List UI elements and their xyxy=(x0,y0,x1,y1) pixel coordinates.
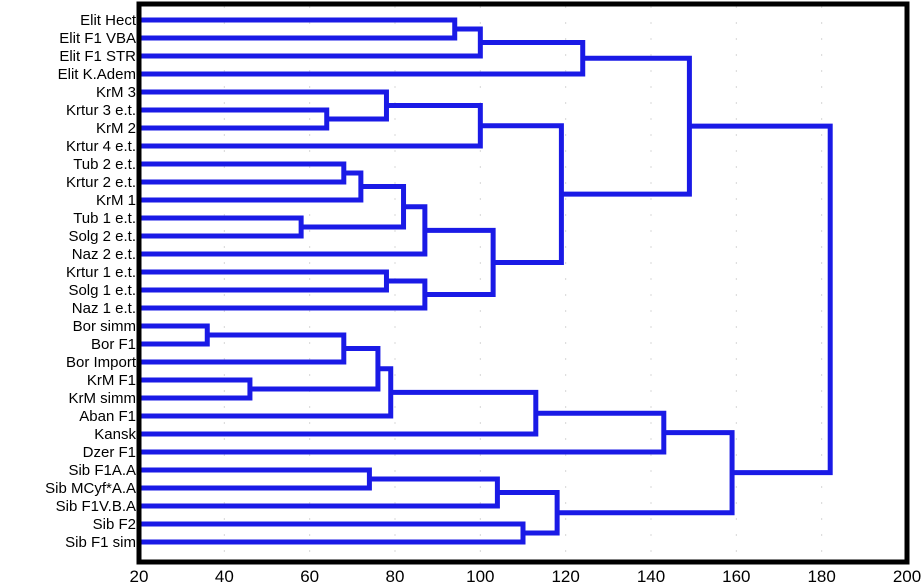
x-tick-label: 140 xyxy=(637,567,665,584)
leaf-label: Sib MCyf*A.A xyxy=(45,480,136,497)
x-tick-label: 200 xyxy=(893,567,921,584)
cluster-link xyxy=(139,107,330,131)
plot-frame xyxy=(136,1,910,565)
x-tick-label: 160 xyxy=(722,567,750,584)
leaf-label: Elit Hect xyxy=(80,12,137,29)
cluster-link xyxy=(689,123,833,476)
cluster-link xyxy=(139,161,347,185)
x-axis-ticks: 20 40 60 80 100 120 140 160 180 200 xyxy=(130,567,921,584)
cluster-link xyxy=(497,490,560,536)
cluster-link xyxy=(301,184,407,230)
leaf-label: Dzer F1 xyxy=(83,444,136,461)
leaf-label: Aban F1 xyxy=(79,408,136,425)
x-tick-label: 40 xyxy=(215,567,234,584)
cluster-link xyxy=(139,103,483,149)
cluster-link xyxy=(139,170,364,203)
leaf-label: Krtur 1 e.t. xyxy=(66,264,136,281)
leaf-label: Krtur 4 e.t. xyxy=(66,138,136,155)
x-tick-label: 80 xyxy=(386,567,405,584)
cluster-link xyxy=(557,430,735,516)
cluster-link xyxy=(139,204,428,257)
leaf-label: KrM F1 xyxy=(87,372,136,389)
cluster-link xyxy=(139,26,483,59)
leaf-label: Krtur 2 e.t. xyxy=(66,174,136,191)
leaf-label: Solg 1 e.t. xyxy=(68,282,136,299)
leaf-label: Elit F1 STR xyxy=(59,48,136,65)
leaf-label: Sib F1V.B.A xyxy=(56,498,136,515)
leaf-label: Elit F1 VBA xyxy=(59,30,136,47)
leaf-label: Sib F1A.A xyxy=(68,462,136,479)
cluster-link xyxy=(139,40,586,77)
leaf-label: Kansk xyxy=(94,426,136,443)
cluster-link xyxy=(139,278,428,311)
leaf-label: Tub 1 e.t. xyxy=(73,210,136,227)
cluster-link xyxy=(139,323,210,347)
x-tick-label: 120 xyxy=(551,567,579,584)
cluster-link xyxy=(139,215,304,239)
leaf-label: KrM 1 xyxy=(96,192,136,209)
leaf-label: Elit K.Adem xyxy=(58,66,136,83)
leaf-label: KrM simm xyxy=(69,390,137,407)
leaf-label: Bor simm xyxy=(73,318,136,335)
cluster-link xyxy=(424,227,496,297)
leaf-label: KrM 2 xyxy=(96,120,136,137)
leaf-label: Sib F2 xyxy=(93,516,136,533)
leaf-label: KrM 3 xyxy=(96,84,136,101)
x-tick-label: 20 xyxy=(130,567,149,584)
cluster-link xyxy=(561,55,692,197)
leaf-label: Tub 2 e.t. xyxy=(73,156,136,173)
cluster-link xyxy=(139,269,389,293)
cluster-link xyxy=(139,467,372,491)
leaf-label: Bor Import xyxy=(66,354,137,371)
cluster-link xyxy=(139,366,394,419)
cluster-link xyxy=(139,377,253,401)
cluster-link xyxy=(139,476,500,509)
cluster-link xyxy=(139,332,347,365)
cluster-link xyxy=(139,89,389,122)
leaf-label: Krtur 3 e.t. xyxy=(66,102,136,119)
x-tick-label: 180 xyxy=(807,567,835,584)
cluster-links xyxy=(139,17,833,545)
cluster-link xyxy=(249,346,381,392)
cluster-link xyxy=(139,521,526,545)
leaf-label: Solg 2 e.t. xyxy=(68,228,136,245)
leaf-label: Bor F1 xyxy=(91,336,136,353)
leaf-label: Naz 2 e.t. xyxy=(72,246,136,263)
leaf-label: Naz 1 e.t. xyxy=(72,300,136,317)
cluster-link xyxy=(139,17,458,41)
leaf-label: Sib F1 sim xyxy=(65,534,136,551)
x-tick-label: 100 xyxy=(466,567,494,584)
x-tick-label: 60 xyxy=(300,567,319,584)
